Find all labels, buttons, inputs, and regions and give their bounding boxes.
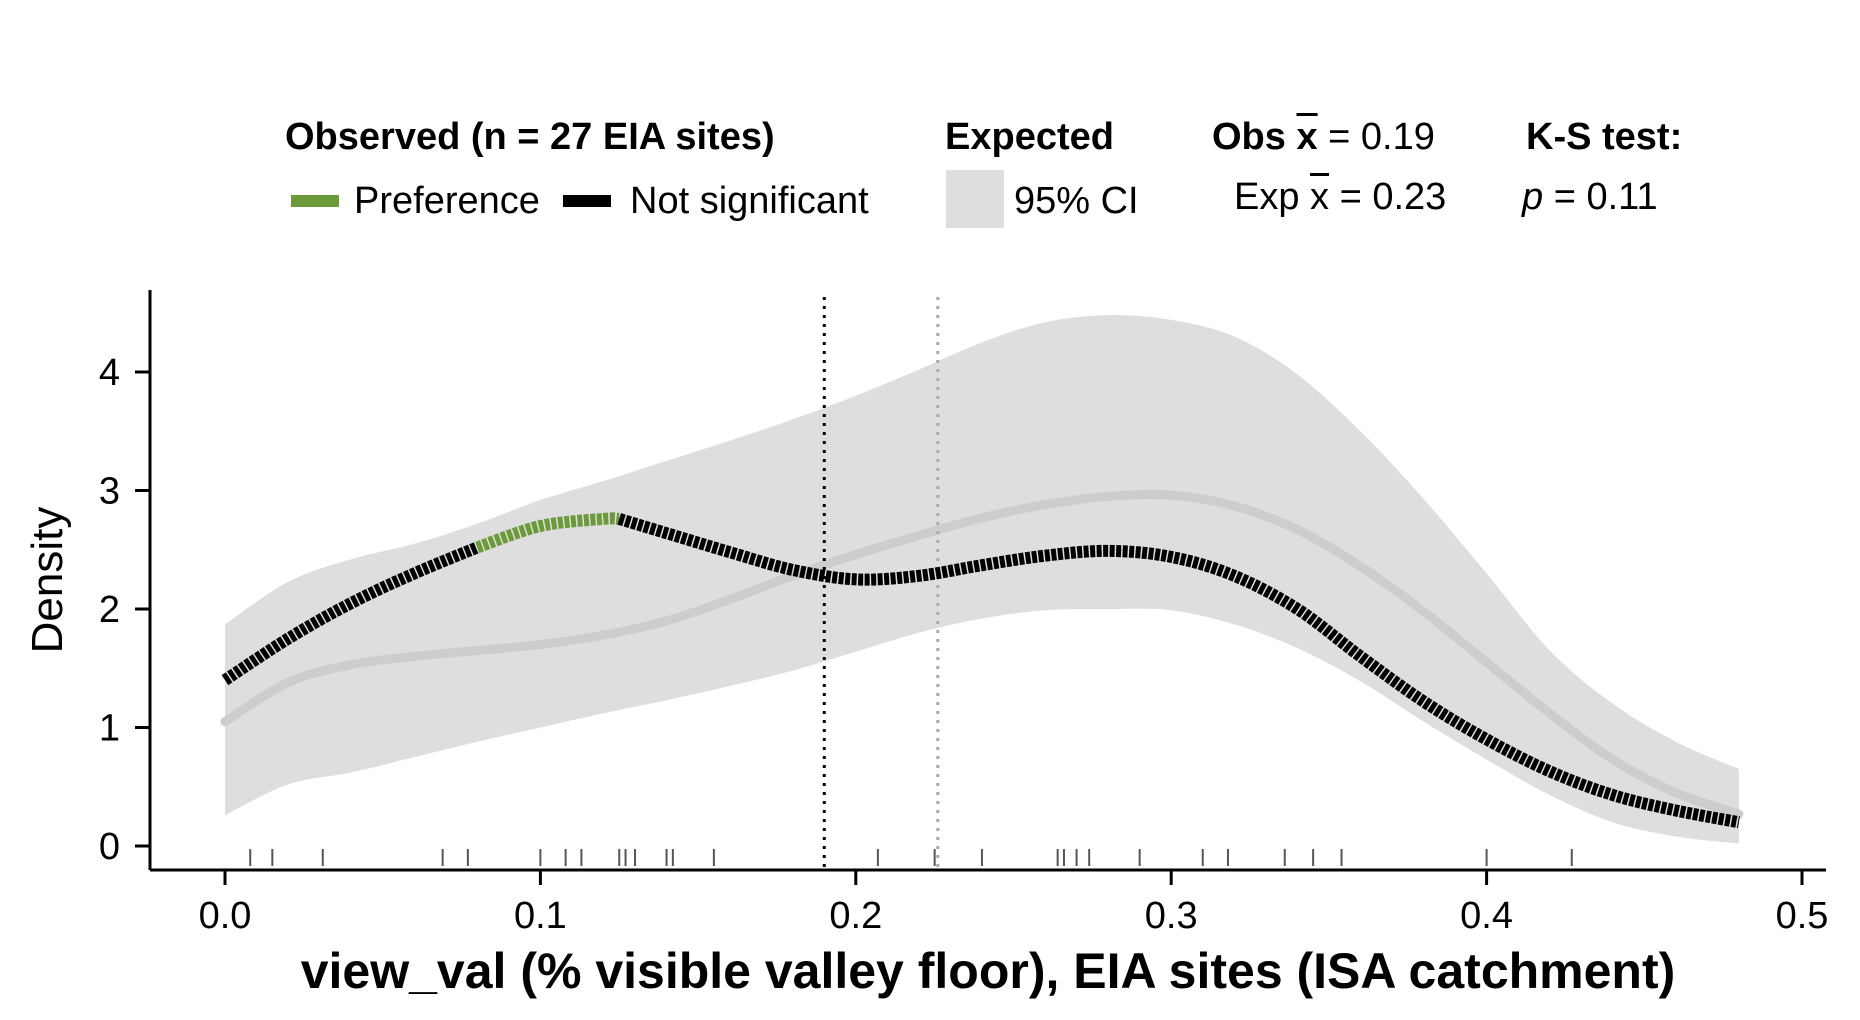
x-axis-label: view_val (% visible valley floor), EIA s… [301,943,1676,999]
legend-preference-label: Preference [354,180,540,222]
observed-density-segment-2 [617,513,1741,829]
x-tick-label: 0.2 [829,895,882,937]
legend-not-significant-label: Not significant [630,180,869,222]
y-tick-label: 0 [99,826,120,868]
legend-expected-title: Expected [945,116,1114,158]
y-tick-label: 4 [99,352,120,394]
x-tick-label: 0.1 [514,895,567,937]
axes: Density view_val (% visible valley floor… [23,290,1828,999]
legend-preference-swatch [291,195,339,207]
x-tick-label: 0.4 [1460,895,1513,937]
exp-mean-prefix: Exp [1234,176,1300,218]
exp-mean-stat: Exp x = 0.23 [1234,176,1446,219]
ks-p-value: p = 0.11 [1522,176,1658,219]
obs-mean-prefix: Obs [1212,116,1286,158]
p-value: = 0.11 [1553,176,1658,218]
legend-ci-swatch [946,170,1004,228]
exp-mean-xbar: x [1310,176,1330,218]
observed-density-preference-segment [475,512,620,554]
legend-ci-label: 95% CI [1014,180,1139,222]
obs-mean-value: = 0.19 [1328,116,1435,158]
y-tick-label: 3 [99,471,120,513]
expected-density-line [220,489,1744,819]
x-tick-label: 0.5 [1776,895,1829,937]
y-tick-label: 1 [99,708,120,750]
y-tick-label: 2 [99,589,120,631]
x-tick-label: 0.0 [199,895,252,937]
obs-mean-xbar: x [1296,116,1318,158]
legend-observed-title: Observed (n = 27 EIA sites) [285,116,775,158]
legend-not-significant-swatch [563,195,611,207]
x-tick-label: 0.3 [1145,895,1198,937]
obs-mean-stat: Obs x = 0.19 [1212,116,1435,159]
plot-area [220,297,1744,868]
ks-test-title: K-S test: [1526,116,1683,158]
observed-density-segment-0 [221,541,480,686]
p-symbol: p [1522,176,1544,218]
y-axis-label: Density [23,507,72,654]
ci-band [225,315,1739,844]
exp-mean-value: = 0.23 [1339,176,1447,218]
